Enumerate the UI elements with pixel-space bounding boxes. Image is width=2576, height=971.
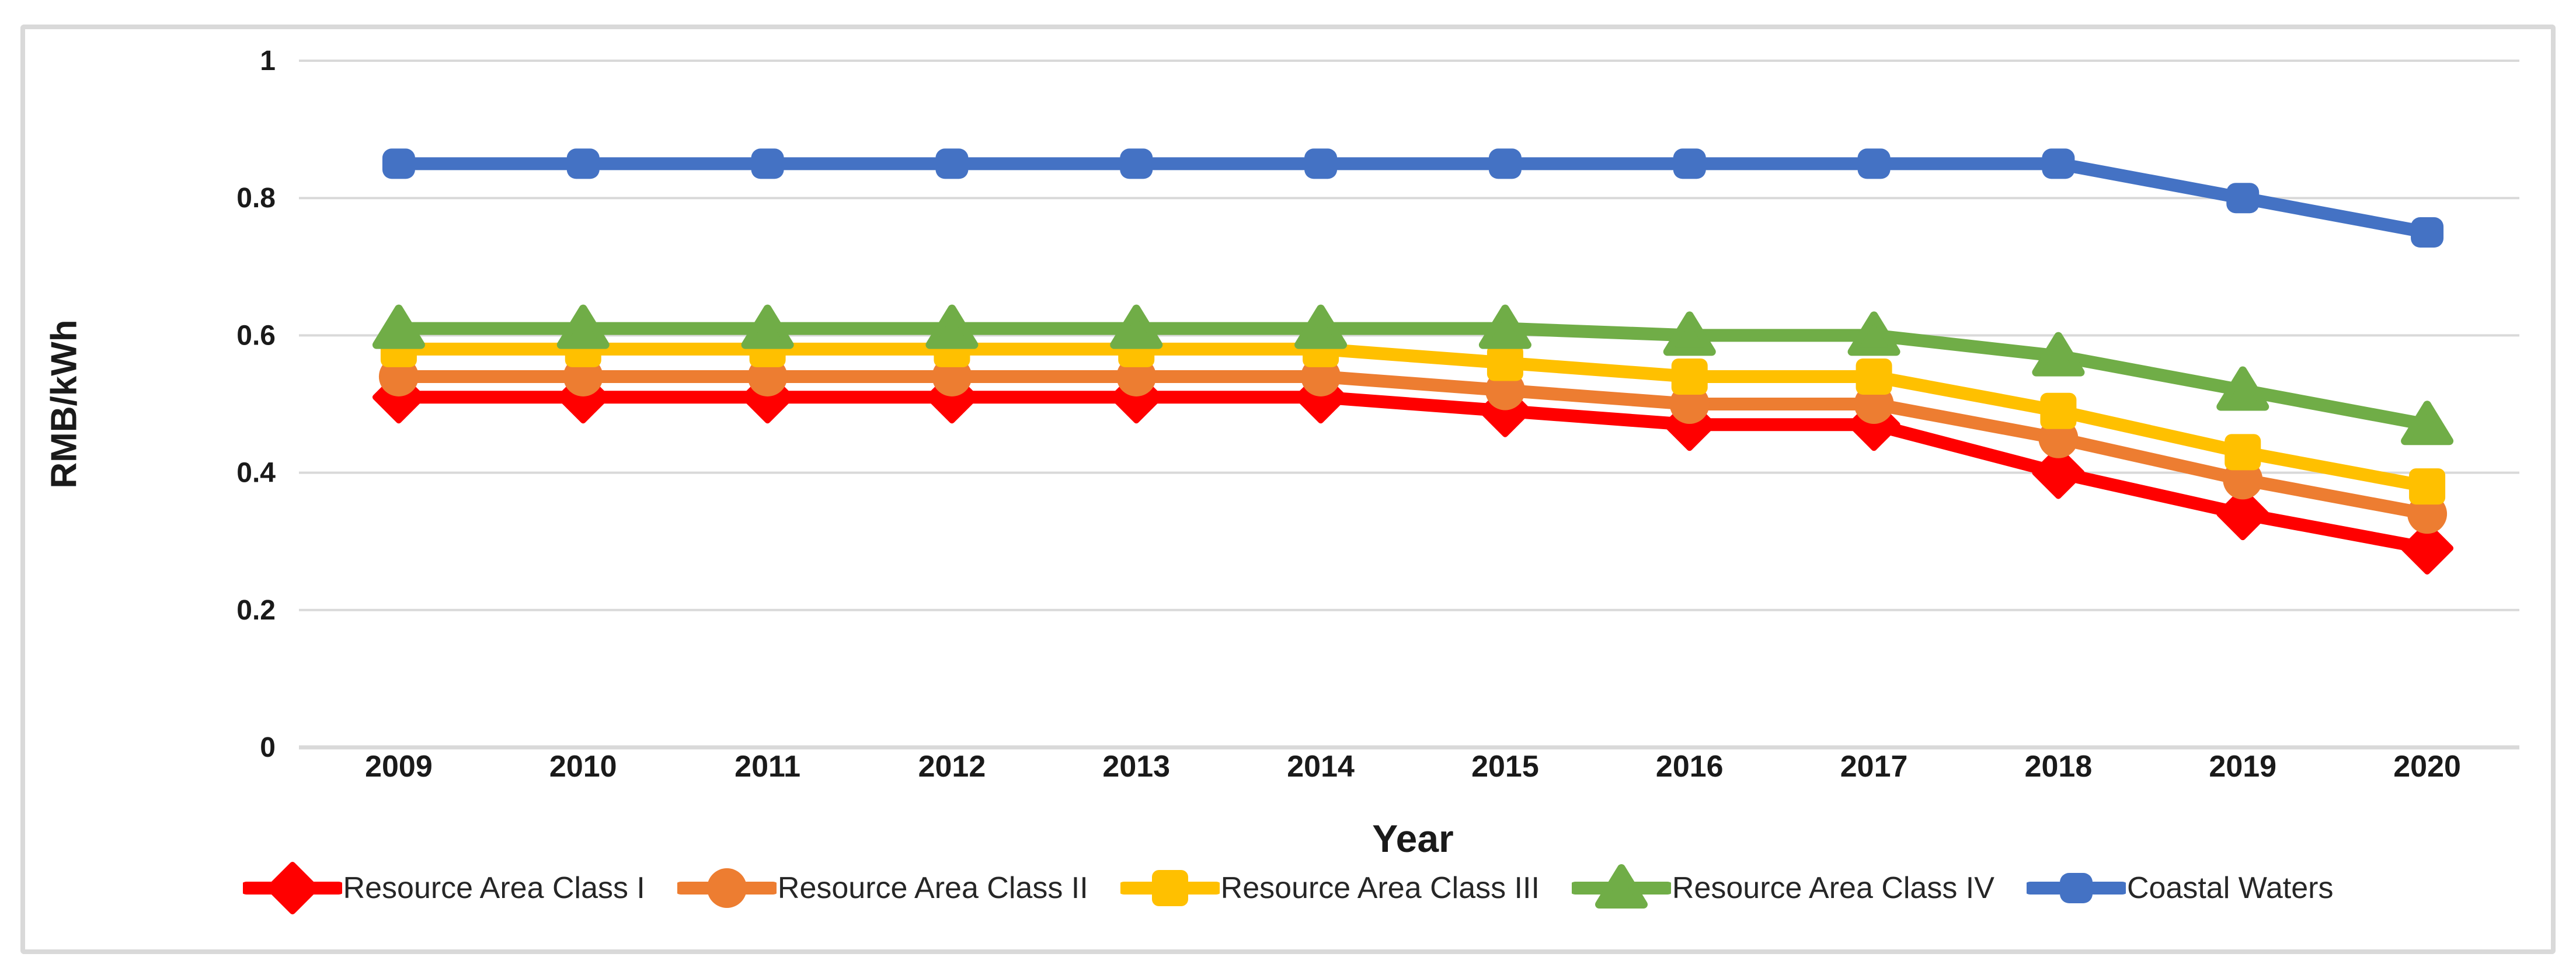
- series-line: [392, 370, 2434, 521]
- x-tick-label: 2009: [365, 750, 433, 784]
- legend-item: Coastal Waters: [2026, 853, 2334, 923]
- legend-item: Resource Area Class III: [1120, 853, 1540, 923]
- series-line: [392, 342, 2434, 493]
- y-tick-label: 1: [260, 46, 276, 76]
- legend-square-marker-icon: [1120, 869, 1220, 906]
- y-tick-label: 0.6: [236, 320, 276, 351]
- data-point-marker: [2226, 183, 2260, 214]
- x-tick-label: 2020: [2393, 750, 2461, 784]
- data-point-marker: [556, 304, 610, 349]
- x-tick-label: 2011: [734, 750, 800, 784]
- legend-diamond-marker-icon: [242, 861, 342, 914]
- series-2: [378, 356, 2448, 534]
- data-point-marker: [382, 148, 415, 179]
- data-point-marker: [2042, 148, 2075, 179]
- series-line: [392, 391, 2434, 555]
- data-point-marker: [372, 304, 425, 349]
- data-point-marker: [925, 304, 979, 349]
- x-tick-label: 2013: [1102, 750, 1170, 784]
- legend-item: Resource Area Class IV: [1571, 853, 1994, 923]
- data-point-marker: [2040, 392, 2077, 429]
- data-point-marker: [1847, 311, 1900, 356]
- data-point-marker: [2401, 521, 2454, 575]
- data-point-marker: [751, 148, 784, 179]
- data-point-marker: [2032, 332, 2085, 377]
- data-point-marker: [1595, 864, 1648, 909]
- chart-border-frame: [20, 25, 2556, 954]
- y-tick-label: 0.2: [236, 595, 276, 626]
- data-point-marker: [741, 304, 794, 349]
- data-point-marker: [1120, 148, 1153, 179]
- x-tick-label: 2018: [2025, 750, 2093, 784]
- data-point-marker: [2409, 468, 2446, 505]
- data-point-marker: [706, 868, 747, 908]
- data-point-marker: [2216, 366, 2269, 411]
- data-point-marker: [1857, 148, 1891, 179]
- data-point-marker: [2225, 434, 2261, 471]
- legend-label: Resource Area Class III: [1220, 871, 1540, 905]
- series-line: [392, 322, 2434, 431]
- y-tick-label: 0: [260, 732, 276, 763]
- data-point-marker: [1663, 311, 1716, 356]
- data-point-marker: [1671, 358, 1708, 395]
- legend-label: Resource Area Class II: [777, 871, 1088, 905]
- x-tick-label: 2014: [1287, 750, 1355, 784]
- series-5: [382, 148, 2444, 248]
- data-point-marker: [1856, 358, 1892, 395]
- series-4: [372, 304, 2454, 446]
- legend: Resource Area Class I Resource Area Class…: [35, 851, 2541, 924]
- x-tick-label: 2016: [1656, 750, 1724, 784]
- data-point-marker: [1110, 304, 1163, 349]
- data-point-marker: [2411, 217, 2444, 248]
- data-point-marker: [935, 148, 969, 179]
- data-point-marker: [2059, 872, 2093, 903]
- legend-triangle-marker-icon: [1571, 864, 1671, 909]
- legend-circle-marker-icon: [677, 868, 777, 908]
- data-point-marker: [1151, 869, 1188, 906]
- data-point-marker: [1487, 344, 1523, 381]
- legend-rounded-square-marker-icon: [2026, 872, 2126, 903]
- data-point-marker: [266, 861, 319, 914]
- data-point-marker: [1478, 304, 1531, 349]
- data-point-marker: [1294, 304, 1348, 349]
- data-point-marker: [1488, 148, 1522, 179]
- data-point-marker: [2216, 488, 2269, 541]
- y-axis-tick-labels: 0 0.2 0.4 0.6 0.8 1: [236, 46, 276, 763]
- x-tick-label: 2015: [1471, 750, 1539, 784]
- x-tick-label: 2012: [918, 750, 986, 784]
- y-axis-title: RMB/kWh: [44, 319, 85, 489]
- legend-label: Coastal Waters: [2126, 871, 2334, 905]
- x-tick-label: 2017: [1840, 750, 1908, 784]
- series-line: [392, 157, 2434, 239]
- x-tick-label: 2019: [2209, 750, 2276, 784]
- legend-label: Resource Area Class IV: [1672, 871, 1994, 905]
- gridlines: [299, 60, 2519, 750]
- x-tick-label: 2010: [549, 750, 617, 784]
- x-axis-tick-labels: 2009 2010 2011 2012 2013 2014 2015 2016 2017 2018…: [365, 750, 2461, 784]
- data-point-marker: [1673, 148, 1706, 179]
- series-lines: [372, 148, 2454, 575]
- data-point-marker: [1304, 148, 1338, 179]
- y-tick-label: 0.4: [236, 458, 276, 489]
- legend-label: Resource Area Class I: [343, 871, 645, 905]
- x-axis-title: Year: [1372, 817, 1454, 860]
- data-point-marker: [2401, 401, 2454, 446]
- data-point-marker: [566, 148, 600, 179]
- y-tick-label: 0.8: [236, 183, 276, 214]
- legend-item: Resource Area Class II: [677, 853, 1088, 923]
- series-3: [380, 330, 2446, 505]
- legend-item: Resource Area Class I: [242, 853, 645, 923]
- data-point-marker: [2032, 446, 2085, 499]
